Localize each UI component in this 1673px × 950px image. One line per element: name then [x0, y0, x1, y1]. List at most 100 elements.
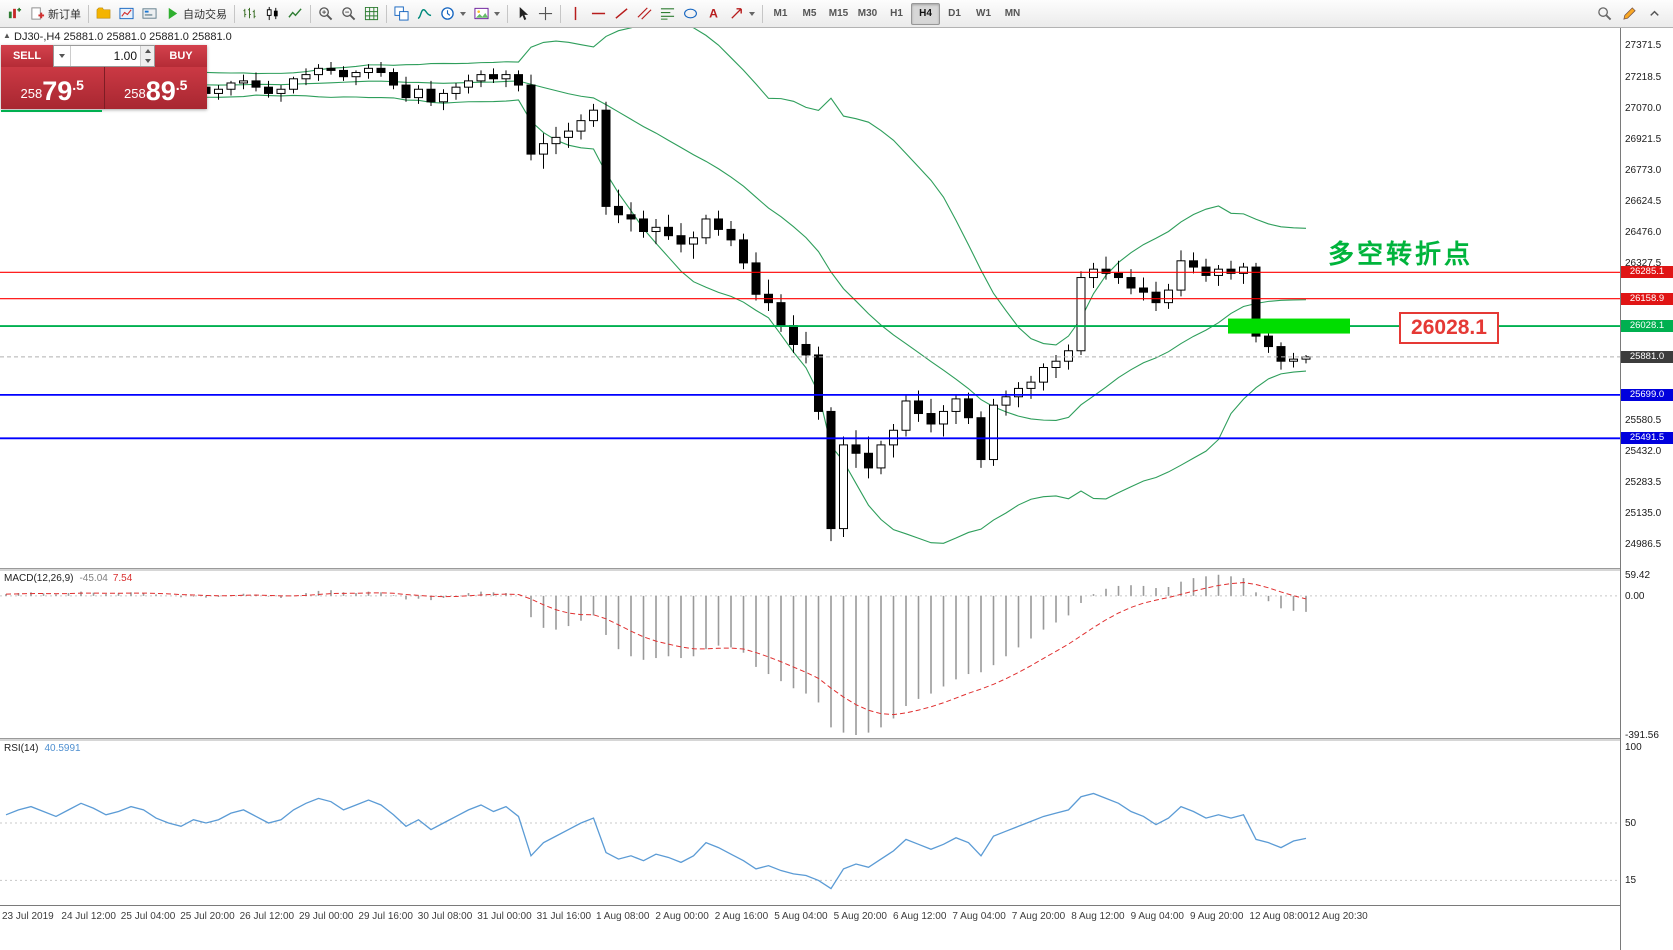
autotrading-button-label: 自动交易: [183, 8, 227, 21]
timeframe-m1[interactable]: M1: [773, 7, 788, 19]
price-axis-label: 26921.5: [1625, 134, 1662, 146]
price-axis-label: 27371.5: [1625, 40, 1662, 51]
trendline-button[interactable]: [610, 3, 633, 25]
new-chart-button[interactable]: [3, 3, 26, 25]
grid-icon: [364, 6, 379, 21]
sell-header[interactable]: SELL: [1, 45, 53, 67]
bar-chart-icon: [243, 7, 256, 19]
timeframe-mn[interactable]: MN: [1004, 7, 1021, 19]
candle-chart-icon: [266, 6, 278, 21]
collapse-panel-icon[interactable]: ▲: [3, 31, 11, 40]
volume-input[interactable]: 1.00: [113, 49, 137, 63]
time-axis-label: 6 Aug 12:00: [893, 911, 947, 922]
bar-chart-button[interactable]: [238, 3, 261, 25]
price-chart[interactable]: [0, 28, 1620, 568]
zoom-out-button[interactable]: [337, 3, 360, 25]
toolbar-right-group: [1593, 3, 1670, 25]
bollinger-upper-band: [55, 28, 1307, 346]
time-axis-label: 8 Aug 12:00: [1071, 911, 1125, 922]
volume-up-button[interactable]: [141, 46, 154, 56]
time-axis-label: 12 Aug 08:00: [1249, 911, 1309, 922]
time-axis-label: 9 Aug 04:00: [1130, 911, 1184, 922]
timeframe-h4[interactable]: H4: [911, 2, 940, 25]
time-axis-label: 29 Jul 16:00: [358, 911, 413, 922]
timeframe-h1[interactable]: H1: [890, 7, 903, 19]
grid-button[interactable]: [360, 3, 383, 25]
buy-button[interactable]: 258 89.5: [104, 67, 207, 109]
history-center-button[interactable]: [92, 3, 115, 25]
rsi-axis-label: 50: [1625, 818, 1637, 829]
arrows-button[interactable]: [725, 3, 759, 25]
buy-price-big: 89: [145, 76, 176, 106]
autotrade-icon: [168, 7, 178, 20]
turning-point-annotation[interactable]: 多空转折点: [1328, 239, 1474, 269]
horizontal-line-button[interactable]: [587, 3, 610, 25]
buy-header[interactable]: BUY: [155, 45, 207, 67]
highlight-rectangle[interactable]: [1228, 318, 1350, 334]
time-axis-label: 25 Jul 20:00: [180, 911, 235, 922]
new-order-button[interactable]: 新订单: [26, 3, 85, 25]
timeframe-m5[interactable]: M5: [802, 7, 817, 19]
candle-chart-button[interactable]: [261, 3, 284, 25]
collapse-icon: [1650, 10, 1659, 16]
time-axis-label: 2 Aug 16:00: [714, 911, 769, 922]
toolbar-separator: [507, 4, 508, 23]
bollinger-lower-band: [55, 94, 1307, 544]
terminal-button[interactable]: [138, 3, 161, 25]
cursor-button[interactable]: [511, 3, 534, 25]
timeframe-d1[interactable]: D1: [948, 7, 961, 19]
toolbar-separator: [762, 4, 763, 23]
fibonacci-button[interactable]: [656, 3, 679, 25]
timeframe-m30[interactable]: M30: [857, 7, 878, 19]
shapes-button[interactable]: [679, 3, 702, 25]
price-axis-label: 25135.0: [1625, 507, 1662, 519]
autotrading-button[interactable]: 自动交易: [161, 3, 231, 25]
crosshair-button[interactable]: [534, 3, 557, 25]
periods-icon: [441, 7, 454, 20]
volume-down-button[interactable]: [141, 56, 154, 66]
timeframe-m15[interactable]: M15: [828, 7, 849, 19]
macd-label: MACD(12,26,9) -45.04 7.54: [4, 573, 133, 584]
collapse-toolbar-button[interactable]: [1643, 3, 1666, 25]
text-icon: A: [709, 7, 718, 21]
rsi-pane[interactable]: [0, 741, 1620, 905]
search-button[interactable]: [1593, 3, 1616, 25]
line-chart-button[interactable]: [284, 3, 307, 25]
arrows-icon: [731, 8, 742, 19]
market-watch-button[interactable]: [115, 3, 138, 25]
time-axis-label: 31 Jul 16:00: [536, 911, 592, 922]
sell-price-prefix: 258: [20, 86, 43, 101]
toolbar-separator: [234, 4, 235, 23]
volume-dropdown[interactable]: [54, 46, 71, 66]
price-axis-label: 26327.5: [1625, 258, 1662, 270]
price-axis-label: 27070.0: [1625, 103, 1662, 115]
macd-axis-label: -391.56: [1625, 730, 1659, 741]
zoom-in-button[interactable]: [314, 3, 337, 25]
macd-pane[interactable]: [0, 571, 1620, 738]
vertical-line-button[interactable]: [564, 3, 587, 25]
time-axis-label: 7 Aug 20:00: [1011, 911, 1066, 922]
channel-button[interactable]: [633, 3, 656, 25]
pane-splitter-macd[interactable]: [0, 568, 1673, 571]
periods-button[interactable]: [436, 3, 470, 25]
macd-signal-line: [5, 582, 1307, 716]
draw-button[interactable]: [1618, 3, 1641, 25]
toolbar-separator: [310, 4, 311, 23]
price-callout-label[interactable]: 26028.1: [1399, 312, 1499, 344]
time-axis-label: 5 Aug 04:00: [774, 911, 828, 922]
time-axis-label: 31 Jul 00:00: [477, 911, 532, 922]
indicators-button[interactable]: [413, 3, 436, 25]
chevron-down-icon: [460, 11, 466, 16]
hline-icon: [591, 12, 606, 15]
price-axis[interactable]: 27371.5 27218.5 27070.0 26921.5 26773.0 26624…: [1620, 28, 1673, 950]
pane-splitter-rsi[interactable]: [0, 738, 1673, 741]
tile-windows-button[interactable]: [390, 3, 413, 25]
templates-button[interactable]: [470, 3, 504, 25]
sell-button[interactable]: 258 79.5: [1, 67, 105, 109]
time-axis-label: 23 Jul 2019: [2, 911, 54, 922]
price-badge: 25491.5: [1621, 432, 1673, 445]
time-axis[interactable]: 23 Jul 2019 24 Jul 12:00 25 Jul 04:00 25 Ju…: [0, 905, 1673, 950]
text-tool-button[interactable]: A: [702, 3, 725, 25]
timeframe-w1[interactable]: W1: [976, 7, 991, 19]
chart-plus-icon: [8, 7, 22, 19]
